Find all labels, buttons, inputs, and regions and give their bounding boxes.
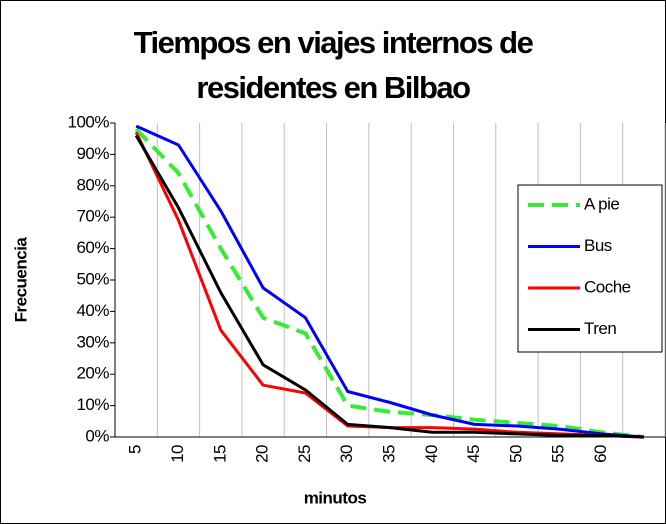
x-tick-label: 15 (210, 445, 229, 463)
y-tick-label: 0% (85, 426, 109, 445)
chart-title: residentes en Bilbao (196, 70, 470, 105)
x-axis-title: minutos (304, 488, 367, 507)
y-tick-label: 40% (76, 301, 109, 320)
chart-title: Tiempos en viajes internos de (134, 25, 534, 60)
x-tick-label: 35 (379, 445, 398, 463)
x-tick-label: 30 (337, 445, 356, 463)
legend-label: A pie (584, 194, 619, 213)
legend-label: Tren (584, 319, 616, 338)
y-tick-label: 60% (76, 238, 109, 257)
x-tick-label: 50 (506, 445, 525, 463)
x-tick-label: 10 (168, 445, 187, 463)
x-tick-label: 25 (295, 445, 314, 463)
series-line (135, 124, 644, 439)
y-tick-label: 80% (76, 175, 109, 194)
x-tick-label: 55 (549, 445, 568, 463)
y-tick-label: 90% (76, 144, 109, 163)
x-tick-label: 20 (253, 445, 272, 463)
y-tick-label: 30% (76, 332, 109, 351)
x-tick-label: 40 (422, 445, 441, 463)
x-tick-label: 60 (591, 445, 610, 463)
y-tick-label: 50% (76, 269, 109, 288)
y-tick-label: 70% (76, 207, 109, 226)
y-tick-label: 100% (68, 112, 110, 131)
series-line (134, 127, 645, 439)
y-axis-title: Frecuencia (11, 237, 30, 323)
x-tick-label: 45 (464, 445, 483, 463)
legend-box (517, 184, 663, 353)
series-line (134, 134, 644, 439)
x-tick-label: 5 (126, 445, 145, 454)
y-tick-label: 20% (76, 364, 109, 383)
y-tick-label: 10% (76, 395, 109, 414)
legend-label: Bus (584, 236, 612, 255)
legend-label: Coche (584, 277, 631, 296)
